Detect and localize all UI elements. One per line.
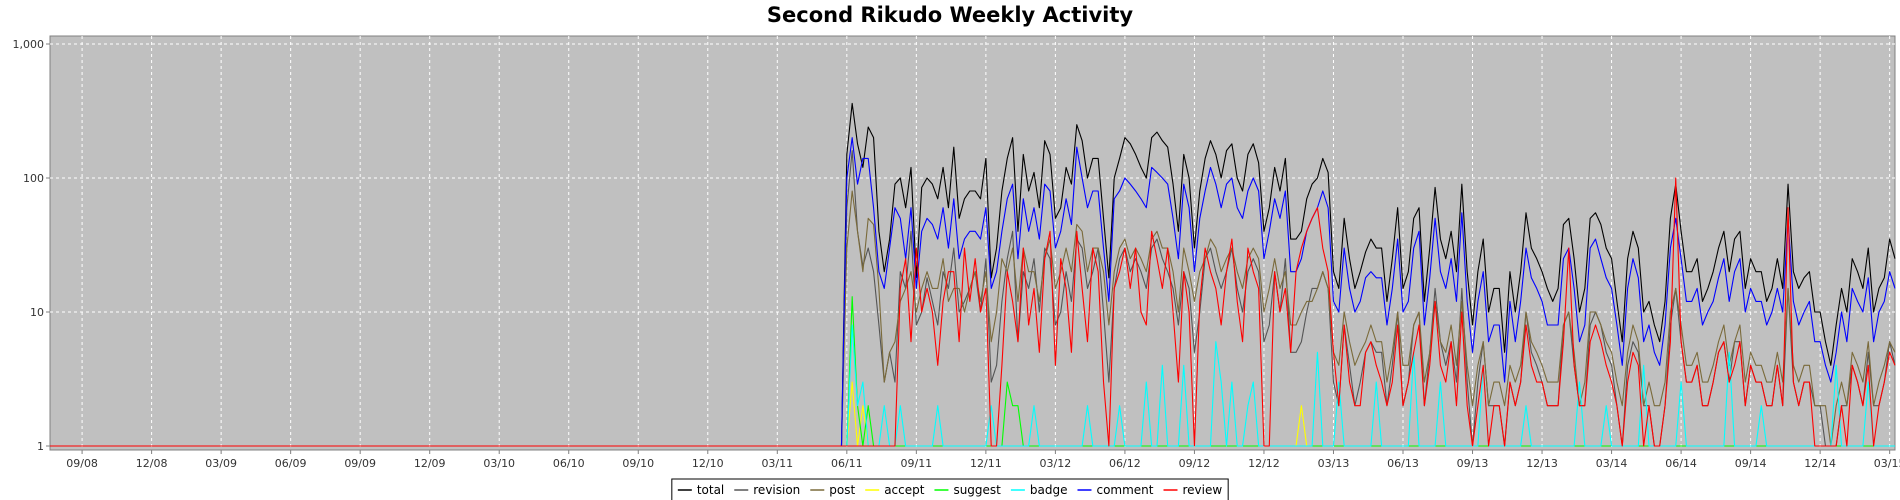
- legend-label: badge: [1030, 483, 1068, 497]
- legend-item-total: total: [677, 483, 724, 497]
- x-tick-label: 06/10: [553, 457, 585, 470]
- y-tick-label: 10: [30, 306, 44, 319]
- legend: total revision post accept suggest badge comme…: [671, 478, 1229, 500]
- y-tick-label: 1,000: [13, 38, 45, 51]
- x-tick-label: 03/15: [1874, 457, 1900, 470]
- x-tick-label: 09/14: [1735, 457, 1767, 470]
- legend-label: comment: [1096, 483, 1153, 497]
- x-tick-label: 12/12: [1248, 457, 1280, 470]
- axes: 1 10 100 1,000 09/08 12/08 03/09 06/09 09/09 12/0…: [13, 38, 1900, 470]
- x-tick-label: 12/09: [414, 457, 446, 470]
- legend-item-revision: revision: [734, 483, 800, 497]
- x-tick-label: 09/11: [900, 457, 932, 470]
- series-lines: [50, 102, 1896, 447]
- x-tick-label: 09/08: [66, 457, 98, 470]
- x-tick-label: 06/09: [275, 457, 307, 470]
- x-tick-label: 12/13: [1526, 457, 1558, 470]
- x-tick-label: 03/12: [1040, 457, 1072, 470]
- legend-label: total: [697, 483, 724, 497]
- plot-area: [49, 35, 1896, 451]
- series-line-total: [50, 102, 1896, 447]
- legend-item-suggest: suggest: [934, 483, 1001, 497]
- x-tick-label: 09/09: [344, 457, 376, 470]
- x-tick-label: 09/13: [1457, 457, 1489, 470]
- x-tick-label: 03/11: [761, 457, 793, 470]
- x-tick-label: 12/11: [970, 457, 1002, 470]
- legend-item-comment: comment: [1077, 483, 1154, 497]
- legend-item-post: post: [810, 483, 855, 497]
- legend-label: revision: [753, 483, 800, 497]
- x-tick-label: 03/09: [205, 457, 237, 470]
- series-line-badge: [50, 324, 1895, 447]
- series-line-review: [50, 177, 1896, 447]
- x-tick-label: 06/14: [1665, 457, 1697, 470]
- legend-label: post: [829, 483, 855, 497]
- legend-box: [671, 478, 1229, 500]
- x-tick-label: 12/14: [1804, 457, 1836, 470]
- legend-item-accept: accept: [865, 483, 925, 497]
- series-line-post: [50, 190, 1896, 447]
- x-tick-label: 09/12: [1179, 457, 1211, 470]
- x-tick-label: 06/13: [1387, 457, 1419, 470]
- x-tick-label: 03/14: [1596, 457, 1628, 470]
- series-line-comment: [50, 137, 1896, 447]
- x-tick-label: 06/12: [1109, 457, 1141, 470]
- x-tick-label: 12/10: [692, 457, 724, 470]
- y-tick-label: 1: [37, 440, 44, 453]
- x-tick-label: 03/10: [483, 457, 515, 470]
- chart-title: Second Rikudo Weekly Activity: [767, 3, 1134, 27]
- x-tick-label: 09/10: [622, 457, 654, 470]
- legend-item-badge: badge: [1010, 483, 1068, 497]
- x-tick-label: 06/11: [831, 457, 863, 470]
- legend-label: review: [1182, 483, 1222, 497]
- y-tick-label: 100: [23, 172, 44, 185]
- legend-item-review: review: [1163, 483, 1222, 497]
- x-tick-label: 03/13: [1318, 457, 1350, 470]
- x-tick-label: 12/08: [136, 457, 168, 470]
- legend-label: accept: [884, 483, 925, 497]
- legend-label: suggest: [953, 483, 1001, 497]
